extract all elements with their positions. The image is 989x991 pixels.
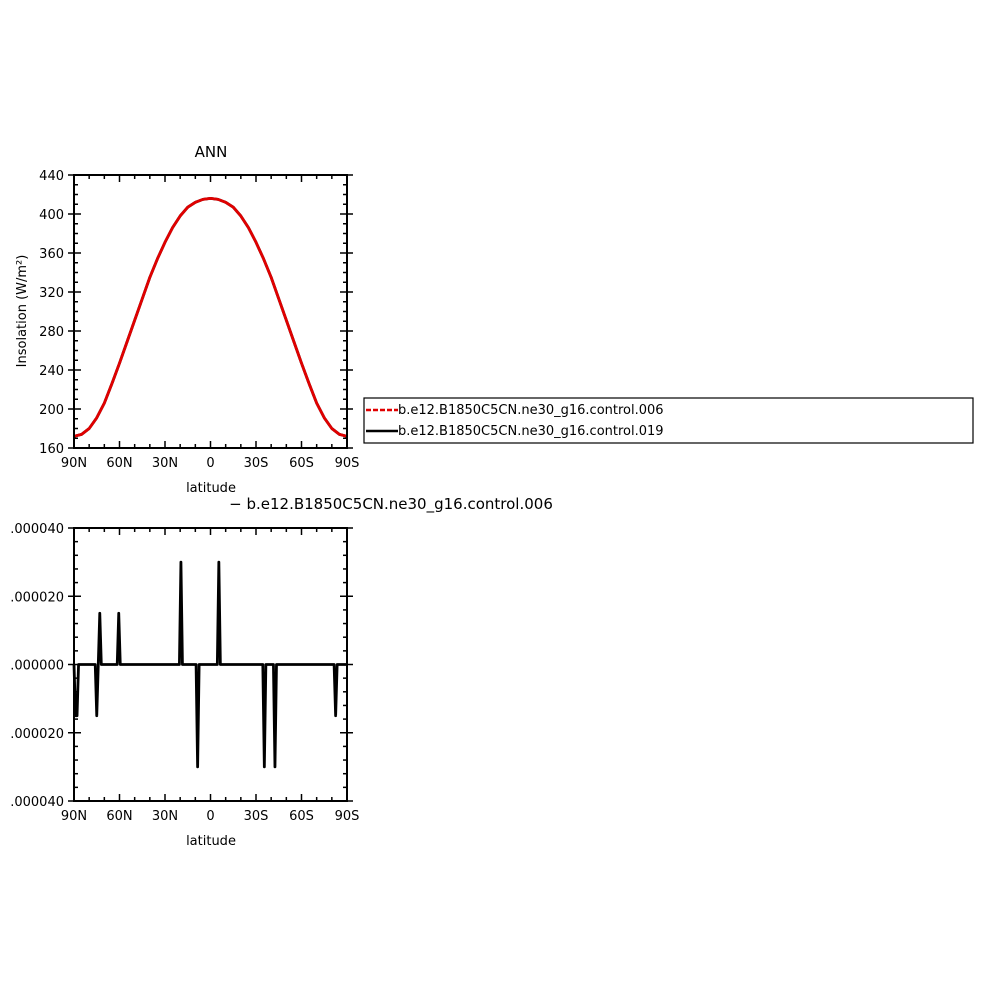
- x-tick-label: 0: [206, 809, 214, 824]
- x-tick-label: 60N: [106, 456, 132, 471]
- difference-title: − b.e12.B1850C5CN.ne30_g16.control.006: [229, 495, 553, 514]
- y-tick-label: 360: [39, 247, 64, 262]
- x-tick-label: 30N: [152, 456, 178, 471]
- legend-label-series-1: b.e12.B1850C5CN.ne30_g16.control.006: [398, 403, 664, 418]
- y-tick-label: 440: [39, 169, 64, 184]
- legend-box: [363, 397, 974, 444]
- y-tick-label: 200: [39, 403, 64, 418]
- x-tick-label: 90S: [335, 456, 360, 471]
- series-line: [72, 560, 347, 769]
- x-axis-title: latitude: [186, 834, 236, 849]
- x-tick-label: 30S: [244, 456, 269, 471]
- series-lines: [72, 560, 347, 769]
- tick-labels: 90N 60N 30N 0 30S 60S 90S 160 200 240 280 320 360 400…: [39, 169, 359, 471]
- difference-panel: − b.e12.B1850C5CN.ne30_g16.control.006 l…: [10, 495, 553, 849]
- y-tick-label: .000020: [10, 727, 64, 742]
- chart-title: ANN: [195, 143, 228, 161]
- y-tick-label: .000020: [10, 590, 64, 605]
- x-tick-label: 30N: [152, 809, 178, 824]
- series-lines: [73, 196, 348, 438]
- tick-labels: 90N 60N 30N 0 30S 60S 90S .000040 .000020 .000000…: [10, 522, 359, 824]
- y-tick-label: .000040: [10, 795, 64, 810]
- y-tick-label: 320: [39, 286, 64, 301]
- x-tick-label: 60S: [289, 809, 314, 824]
- y-tick-label: .000000: [10, 659, 64, 674]
- legend-label-series-2: b.e12.B1850C5CN.ne30_g16.control.019: [398, 424, 664, 439]
- y-axis-title: Insolation (W/m²): [15, 255, 30, 368]
- x-tick-label: 60N: [106, 809, 132, 824]
- y-tick-label: 280: [39, 325, 64, 340]
- y-tick-label: 400: [39, 208, 64, 223]
- x-tick-label: 90S: [335, 809, 360, 824]
- legend: b.e12.B1850C5CN.ne30_g16.control.006 b.e…: [363, 397, 974, 444]
- plot-frame: [73, 174, 348, 449]
- series-line: [73, 196, 348, 438]
- insolation-panel: ANN Insolation (W/m²) latitude 90N 60N 30N…: [15, 143, 359, 496]
- x-tick-label: 30S: [244, 809, 269, 824]
- axis-ticks: [68, 174, 353, 449]
- y-tick-label: 240: [39, 364, 64, 379]
- x-tick-label: 60S: [289, 456, 314, 471]
- series-line: [73, 196, 348, 438]
- plot-frame: [73, 527, 348, 802]
- x-tick-label: 90N: [61, 809, 87, 824]
- x-tick-label: 90N: [61, 456, 87, 471]
- x-tick-label: 0: [206, 456, 214, 471]
- y-tick-label: 160: [39, 442, 64, 457]
- x-axis-title: latitude: [186, 481, 236, 496]
- y-tick-label: .000040: [10, 522, 64, 537]
